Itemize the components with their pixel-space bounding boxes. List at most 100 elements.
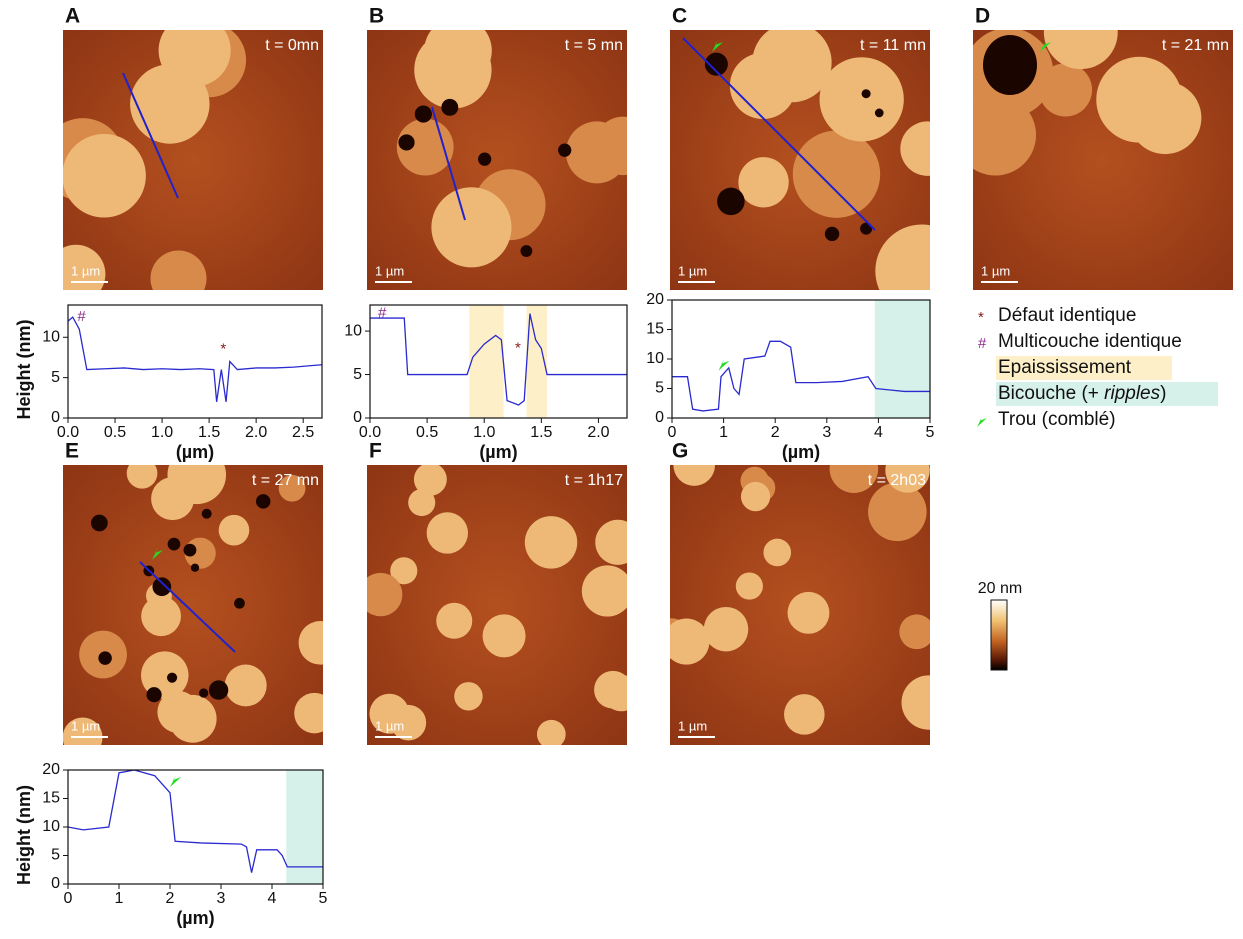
image-content	[367, 30, 627, 290]
y-tick-label: 5	[655, 380, 664, 397]
panel-letter: B	[369, 5, 384, 28]
domain	[899, 614, 930, 650]
x-tick-label: 2.0	[245, 424, 267, 441]
time-label: t = 0mn	[265, 37, 319, 54]
domain	[900, 121, 930, 176]
hole	[558, 143, 572, 157]
hole	[874, 108, 884, 118]
hole	[255, 494, 271, 509]
afm-image	[367, 30, 627, 290]
x-tick-label: 2.0	[587, 424, 609, 441]
afm-image	[63, 30, 323, 290]
y-tick-label: 10	[42, 329, 60, 346]
domain	[565, 121, 627, 184]
y-tick-label: 20	[646, 291, 664, 308]
hole	[520, 245, 533, 257]
arrow-marker	[170, 775, 181, 788]
x-axis-label: (µm)	[176, 908, 214, 928]
hole	[167, 537, 181, 551]
legend-text: Trou (comblé)	[998, 409, 1116, 430]
domain	[595, 519, 627, 565]
image-bg	[367, 465, 627, 745]
domain	[875, 224, 930, 290]
panel-letter: G	[672, 440, 688, 463]
time-label: t = 1h17	[565, 472, 623, 489]
y-tick-label: 10	[344, 322, 362, 339]
x-tick-label: 5	[926, 424, 935, 441]
domain	[763, 538, 792, 567]
domain	[454, 682, 483, 711]
domain	[703, 606, 749, 652]
legend-text: Défaut identique	[998, 305, 1136, 326]
domain	[752, 30, 832, 103]
domain	[390, 557, 418, 585]
hole	[441, 98, 459, 116]
y-tick-label: 10	[646, 350, 664, 367]
domain	[436, 602, 473, 639]
profile-curve	[370, 313, 627, 406]
x-tick-label: 1.5	[530, 424, 552, 441]
scale-label: 1 µm	[71, 718, 100, 733]
domain	[829, 465, 879, 494]
hole	[98, 651, 112, 665]
time-label: t = 5 mn	[565, 37, 623, 54]
hole	[199, 688, 209, 698]
hole	[414, 105, 432, 123]
domain	[868, 482, 927, 542]
x-axis-label: (µm)	[479, 442, 517, 462]
annotation: *	[220, 340, 226, 357]
domain	[792, 130, 881, 218]
x-tick-label: 3	[822, 424, 831, 441]
x-tick-label: 1.5	[198, 424, 220, 441]
domain	[673, 465, 716, 486]
profile-curve	[67, 769, 323, 873]
legend-text-part: )	[1160, 383, 1166, 404]
hole	[717, 187, 745, 216]
colorbar-label: 20 nm	[978, 580, 1022, 597]
x-tick-label: 1	[115, 890, 124, 907]
time-label: t = 2h03	[868, 472, 926, 489]
legend-text: Bicouche (+ ripples)	[998, 383, 1166, 404]
domain	[369, 693, 410, 734]
y-axis-label: Height (nm)	[14, 785, 34, 885]
hole	[861, 89, 871, 99]
image-content	[973, 30, 1233, 290]
domain	[218, 514, 250, 546]
domain	[367, 572, 403, 617]
legend-text-part: ripples	[1104, 383, 1160, 404]
shaded-span	[874, 300, 930, 418]
domain	[141, 651, 189, 699]
domain	[885, 465, 930, 493]
time-label: t = 11 mn	[860, 37, 926, 54]
image-content	[670, 465, 930, 745]
domain	[431, 187, 512, 268]
domain	[602, 674, 627, 712]
hole	[190, 563, 200, 572]
hole	[860, 222, 873, 235]
panel-letter: E	[65, 440, 79, 463]
plot-frame	[67, 304, 323, 419]
hole	[478, 152, 492, 166]
afm-image	[63, 465, 323, 745]
x-tick-label: 5	[319, 890, 328, 907]
domain	[740, 481, 771, 512]
x-tick-label: 2.5	[292, 424, 314, 441]
colorbar	[990, 599, 1008, 671]
legend-swatch	[996, 382, 1218, 406]
domain	[1043, 30, 1118, 70]
panel-letter: F	[369, 440, 382, 463]
scale-label: 1 µm	[981, 263, 1010, 278]
domain	[150, 250, 207, 290]
profile-line	[682, 37, 876, 231]
hole	[824, 226, 840, 242]
plot-frame	[671, 299, 931, 419]
x-tick-label: 1.0	[473, 424, 495, 441]
domain	[63, 244, 106, 290]
domain	[294, 692, 323, 734]
y-tick-label: 0	[51, 409, 60, 426]
y-tick-label: 0	[353, 409, 362, 426]
arrow-marker	[977, 416, 987, 427]
domain	[413, 465, 447, 496]
y-tick-label: 0	[655, 409, 664, 426]
